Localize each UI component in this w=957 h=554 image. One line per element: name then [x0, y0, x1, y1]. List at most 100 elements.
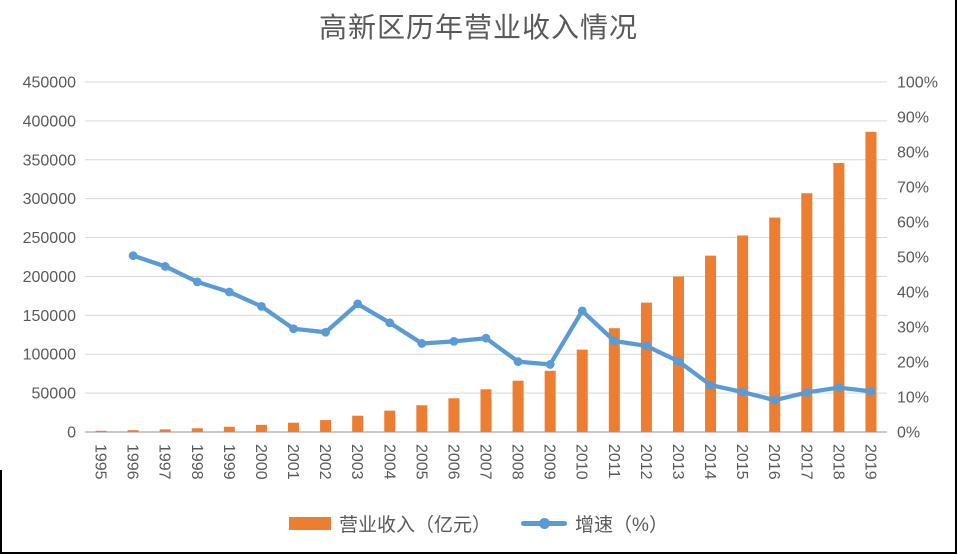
line-point-2019	[866, 387, 876, 396]
bar-2001	[288, 422, 300, 432]
x-axis-tick-label: 2008	[509, 444, 526, 480]
line-point-2000	[257, 301, 266, 311]
legend-line-label: 增速（%）	[575, 514, 668, 536]
bar-2016	[769, 217, 781, 432]
bar-2019	[865, 131, 877, 432]
y-axis-left-tick-label: 50000	[32, 386, 77, 403]
bar-2003	[352, 415, 364, 432]
line-point-2015	[738, 387, 748, 397]
border-right	[955, 0, 957, 554]
bar-1998	[191, 428, 203, 432]
bar-1996	[127, 430, 139, 432]
line-point-2003	[353, 299, 363, 309]
x-axis-tick-label: 2003	[348, 444, 365, 480]
legend-line-swatch	[521, 517, 568, 529]
y-axis-left-tick-label: 250000	[23, 230, 76, 247]
line-point-2001	[289, 324, 298, 334]
line-point-1998	[192, 277, 202, 287]
bar-2005	[416, 405, 428, 432]
y-axis-right-tick-label: 60%	[897, 215, 929, 232]
x-axis-tick-label: 2019	[861, 444, 878, 480]
y-axis-right-tick-label: 100%	[897, 75, 938, 92]
bar-2013	[672, 276, 684, 432]
y-axis-left-tick-label: 200000	[23, 269, 76, 286]
y-axis-left-tick-label: 0	[67, 425, 76, 442]
x-axis-tick-label: 2014	[701, 444, 718, 480]
bar-1995	[95, 430, 107, 432]
y-axis-right-tick-label: 30%	[897, 320, 929, 337]
line-point-2008	[513, 357, 523, 367]
line-point-2018	[834, 383, 844, 392]
bar-2007	[480, 389, 492, 432]
line-point-2012	[642, 341, 651, 351]
line-point-1999	[224, 287, 234, 297]
x-axis-tick-label: 2016	[765, 444, 782, 480]
line-point-2004	[385, 318, 395, 328]
legend-bar-swatch	[289, 516, 332, 530]
x-axis-tick-label: 2015	[733, 444, 750, 480]
bar-2014	[705, 255, 717, 432]
bar-2010	[576, 349, 588, 432]
x-axis-tick-label: 1997	[156, 444, 173, 480]
x-axis-tick-label: 2002	[316, 444, 333, 480]
x-axis-tick-label: 1995	[92, 444, 109, 480]
y-axis-right-tick-label: 40%	[897, 285, 929, 302]
y-axis-left-tick-label: 150000	[23, 308, 76, 325]
bar-1999	[223, 426, 235, 432]
x-axis-tick-label: 1996	[124, 444, 141, 480]
bar-2015	[737, 235, 749, 432]
legend-line-marker-icon	[538, 517, 550, 529]
bar-2017	[801, 193, 813, 432]
bar-2018	[833, 162, 845, 432]
line-point-2013	[674, 356, 683, 366]
bar-2000	[255, 424, 267, 432]
x-axis-tick-label: 2018	[829, 444, 846, 480]
bar-2009	[544, 370, 556, 432]
bar-2008	[512, 380, 524, 432]
y-axis-right-tick-label: 70%	[897, 180, 929, 197]
y-axis-right-tick-label: 0%	[897, 425, 920, 442]
x-axis-tick-label: 1998	[188, 444, 205, 480]
border-bottom	[0, 552, 957, 554]
x-axis-tick-label: 2001	[284, 444, 301, 480]
line-point-1996	[128, 251, 138, 260]
x-axis-tick-label: 2005	[412, 444, 429, 480]
bar-2002	[320, 420, 332, 432]
y-axis-left-tick-label: 300000	[23, 191, 76, 208]
x-axis-tick-label: 2007	[477, 444, 494, 480]
x-axis-tick-label: 2012	[637, 444, 654, 480]
x-axis-tick-label: 2017	[797, 444, 814, 480]
line-point-2016	[770, 395, 780, 405]
x-axis-tick-label: 2010	[573, 444, 590, 480]
y-axis-left-tick-label: 400000	[23, 113, 76, 130]
x-axis-tick-label: 2013	[669, 444, 686, 480]
line-point-2002	[321, 327, 330, 337]
y-axis-right-tick-label: 90%	[897, 110, 929, 127]
x-axis-tick-label: 1999	[220, 444, 237, 480]
chart-title: 高新区历年营业收入情况	[318, 11, 638, 44]
legend-bar-label: 营业收入（亿元）	[339, 514, 492, 536]
y-axis-right-tick-label: 50%	[897, 250, 929, 267]
line-point-2010	[577, 306, 587, 316]
growth-line	[130, 253, 874, 403]
y-axis-right-tick-label: 80%	[897, 145, 929, 162]
x-axis-tick-label: 2011	[605, 444, 622, 479]
bar-2004	[384, 410, 396, 432]
bar-2012	[640, 302, 652, 432]
y-axis-right-tick-label: 10%	[897, 390, 929, 407]
y-axis-left-tick-label: 450000	[23, 75, 76, 92]
bar-2011	[608, 328, 620, 432]
line-point-2009	[545, 360, 555, 369]
line-point-2017	[802, 388, 812, 397]
bar-2006	[448, 398, 460, 432]
y-axis-left-tick-label: 350000	[23, 152, 76, 169]
y-axis-left-tick-label: 100000	[23, 347, 76, 364]
border-left-partial	[0, 470, 2, 554]
line-point-2005	[417, 339, 427, 348]
line-point-2006	[449, 336, 459, 346]
line-point-1997	[160, 262, 170, 271]
bar-1997	[159, 429, 171, 432]
line-point-2014	[706, 380, 715, 390]
